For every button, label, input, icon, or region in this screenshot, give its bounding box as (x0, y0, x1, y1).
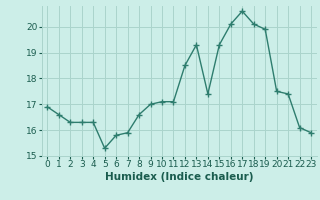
X-axis label: Humidex (Indice chaleur): Humidex (Indice chaleur) (105, 172, 253, 182)
